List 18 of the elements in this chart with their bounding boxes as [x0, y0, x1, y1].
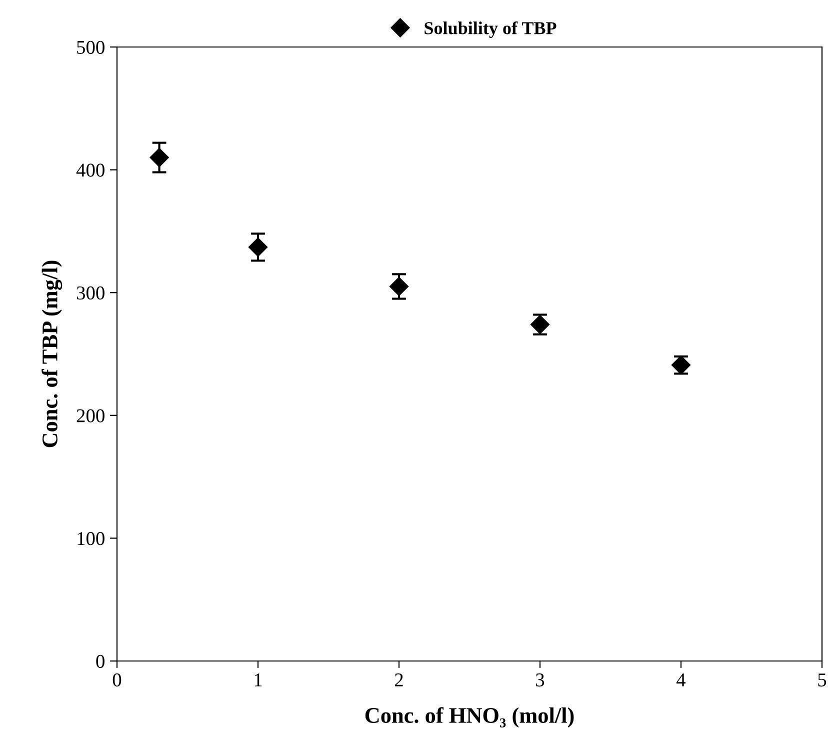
legend-label: Solubility of TBP: [424, 21, 556, 38]
x-tick-label: 0: [112, 673, 122, 686]
y-tick-label: 300: [76, 286, 104, 300]
x-tick-label: 4: [676, 674, 686, 686]
point: [389, 276, 409, 296]
y-tick-label: 0: [96, 654, 104, 668]
point: [150, 148, 169, 168]
y-tick-label: 500: [77, 40, 104, 54]
x-axis-title: Conc. of HNO₃ (mol/l): [365, 707, 574, 728]
x-tick-label: 5: [818, 674, 826, 686]
point: [248, 238, 268, 257]
x-tick-label: 2: [394, 673, 403, 686]
y-tick-label: 400: [76, 164, 104, 177]
x-tick-label: 1: [254, 673, 262, 686]
y-tick-label: 200: [76, 409, 104, 422]
y-tick-label: 100: [78, 532, 104, 546]
y-axis-title: Conc. of TBP (mg/l): [42, 260, 62, 448]
x-tick-label: 3: [536, 673, 544, 686]
